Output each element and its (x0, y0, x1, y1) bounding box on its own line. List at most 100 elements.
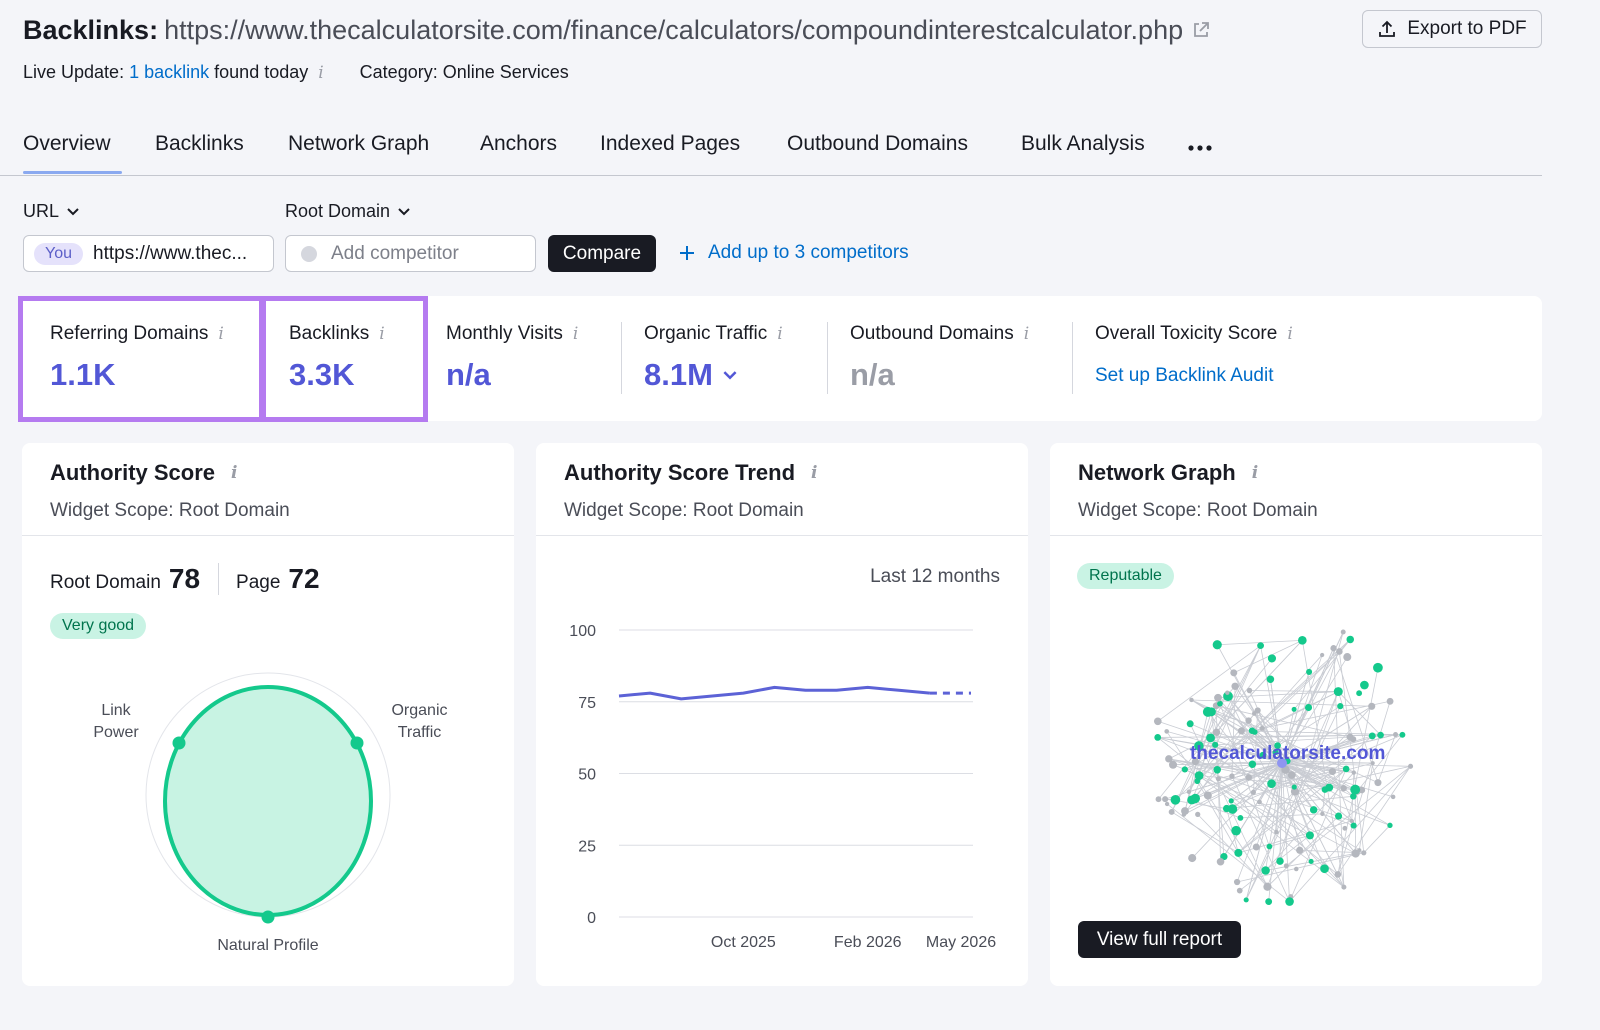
more-icon[interactable] (1188, 144, 1212, 152)
info-icon[interactable]: i (1287, 324, 1293, 344)
network-node (1213, 766, 1221, 774)
network-node (1189, 697, 1194, 703)
tab-anchors[interactable]: Anchors (480, 132, 558, 155)
radar-area (163, 685, 373, 917)
target-url[interactable]: https://www.thecalculatorsite.com/financ… (164, 14, 1184, 45)
network-node (1229, 773, 1235, 779)
network-node (1245, 774, 1252, 781)
tab-overview[interactable]: Overview (23, 132, 122, 174)
metric-value[interactable]: 1.1K (50, 357, 116, 392)
metric-value[interactable]: 3.3K (289, 357, 355, 392)
tab-outbound-domains[interactable]: Outbound Domains (787, 132, 968, 155)
metric-organic-traffic[interactable]: Organic Traffic i 8.1M (644, 323, 783, 393)
metric-toxicity: Overall Toxicity Score i Set up Backlink … (1095, 323, 1293, 387)
network-edge (1251, 730, 1295, 788)
url-dropdown[interactable]: URL (23, 201, 79, 222)
network-edge (1281, 762, 1345, 888)
info-icon[interactable]: i (1251, 463, 1259, 483)
network-node (1399, 731, 1406, 738)
network-node (1234, 848, 1243, 857)
network-node (1164, 729, 1170, 734)
network-node (1212, 741, 1219, 748)
network-node (1267, 779, 1276, 789)
network-node (1259, 725, 1265, 731)
info-icon[interactable]: i (231, 463, 238, 483)
network-node (1181, 766, 1188, 773)
chevron-down-icon[interactable] (723, 370, 737, 380)
chevron-down-icon (67, 207, 79, 215)
network-node (1408, 763, 1414, 769)
network-edge (1158, 658, 1273, 800)
tab-bar: Overview Backlinks Network Graph Anchors… (0, 120, 1542, 176)
info-icon[interactable]: i (1023, 324, 1030, 344)
compare-button[interactable]: Compare (548, 235, 656, 272)
network-node (1287, 771, 1296, 779)
network-edge (1171, 811, 1239, 854)
network-edge (1171, 692, 1228, 813)
widget-title: Authority Score (50, 460, 216, 485)
live-update-link[interactable]: 1 backlink (129, 62, 210, 82)
highlight-box (261, 296, 428, 422)
network-node (1346, 733, 1354, 741)
network-center-node[interactable] (1277, 758, 1287, 768)
network-edge (1184, 769, 1311, 836)
info-icon[interactable]: i (218, 324, 224, 344)
info-icon[interactable]: i (811, 463, 818, 483)
network-edge (1281, 631, 1344, 764)
tab-indexed-pages[interactable]: Indexed Pages (600, 132, 741, 155)
network-node (1245, 717, 1252, 724)
network-node (1170, 794, 1181, 805)
network-node (1266, 675, 1275, 683)
network-edge (1333, 648, 1345, 888)
network-node (1265, 898, 1273, 905)
your-url-field[interactable]: You https://www.thec... (23, 235, 274, 272)
metric-referring-domains[interactable]: Referring Domains i 1.1K (50, 323, 224, 393)
trend-chart: 0 25 50 75 100 Oct 2025 Feb 2026 May 2026 (569, 623, 996, 951)
reputable-badge: Reputable (1077, 563, 1174, 589)
network-edge (1332, 771, 1354, 826)
tab-bulk-analysis[interactable]: Bulk Analysis (1021, 132, 1145, 155)
network-graph[interactable] (1050, 443, 1542, 986)
network-node (1202, 706, 1213, 717)
metric-value[interactable]: 8.1M (644, 357, 713, 392)
page-header: Backlinks: https://www.thecalculatorsite… (23, 12, 1211, 48)
external-link-icon[interactable] (1191, 20, 1211, 40)
info-icon[interactable]: i (777, 324, 783, 344)
network-node (1228, 798, 1234, 804)
network-node (1257, 642, 1264, 650)
network-edge (1198, 737, 1211, 776)
network-edge (1210, 640, 1303, 739)
info-icon[interactable]: i (379, 324, 385, 344)
info-icon[interactable]: i (318, 62, 324, 83)
network-center-label[interactable]: thecalculatorsite.com (1190, 743, 1386, 764)
backlink-audit-link[interactable]: Set up Backlink Audit (1095, 365, 1274, 386)
network-node (1340, 629, 1346, 635)
widget-scope: Widget Scope: Root Domain (50, 500, 290, 521)
root-domain-dropdown[interactable]: Root Domain (285, 201, 410, 222)
competitor-input[interactable]: Add competitor (285, 235, 536, 272)
score-summary: Root Domain 78 Page 72 (50, 563, 320, 595)
network-edge (1231, 775, 1290, 902)
network-node (1186, 789, 1192, 795)
network-node (1169, 760, 1178, 769)
network-node (1304, 703, 1313, 712)
network-edge (1157, 645, 1261, 722)
add-competitors-link[interactable]: Add up to 3 competitors (680, 242, 909, 264)
view-full-report-button[interactable]: View full report (1078, 921, 1241, 958)
network-edge (1257, 710, 1283, 764)
info-icon[interactable]: i (572, 324, 579, 344)
widget-title: Authority Score Trend (564, 460, 796, 485)
network-node (1227, 804, 1238, 814)
metric-label: Organic Traffic (644, 323, 768, 344)
tab-network-graph[interactable]: Network Graph (288, 132, 430, 155)
network-node (1246, 687, 1253, 694)
metric-backlinks[interactable]: Backlinks i 3.3K (289, 323, 385, 393)
network-edge (1333, 648, 1379, 783)
metric-label: Referring Domains (50, 323, 209, 344)
network-node (1349, 818, 1354, 824)
network-edge (1188, 645, 1261, 792)
export-pdf-button[interactable]: Export to PDF (1362, 10, 1542, 48)
tab-backlinks[interactable]: Backlinks (155, 132, 244, 155)
network-edge (1157, 734, 1403, 738)
network-edge (1377, 734, 1396, 783)
